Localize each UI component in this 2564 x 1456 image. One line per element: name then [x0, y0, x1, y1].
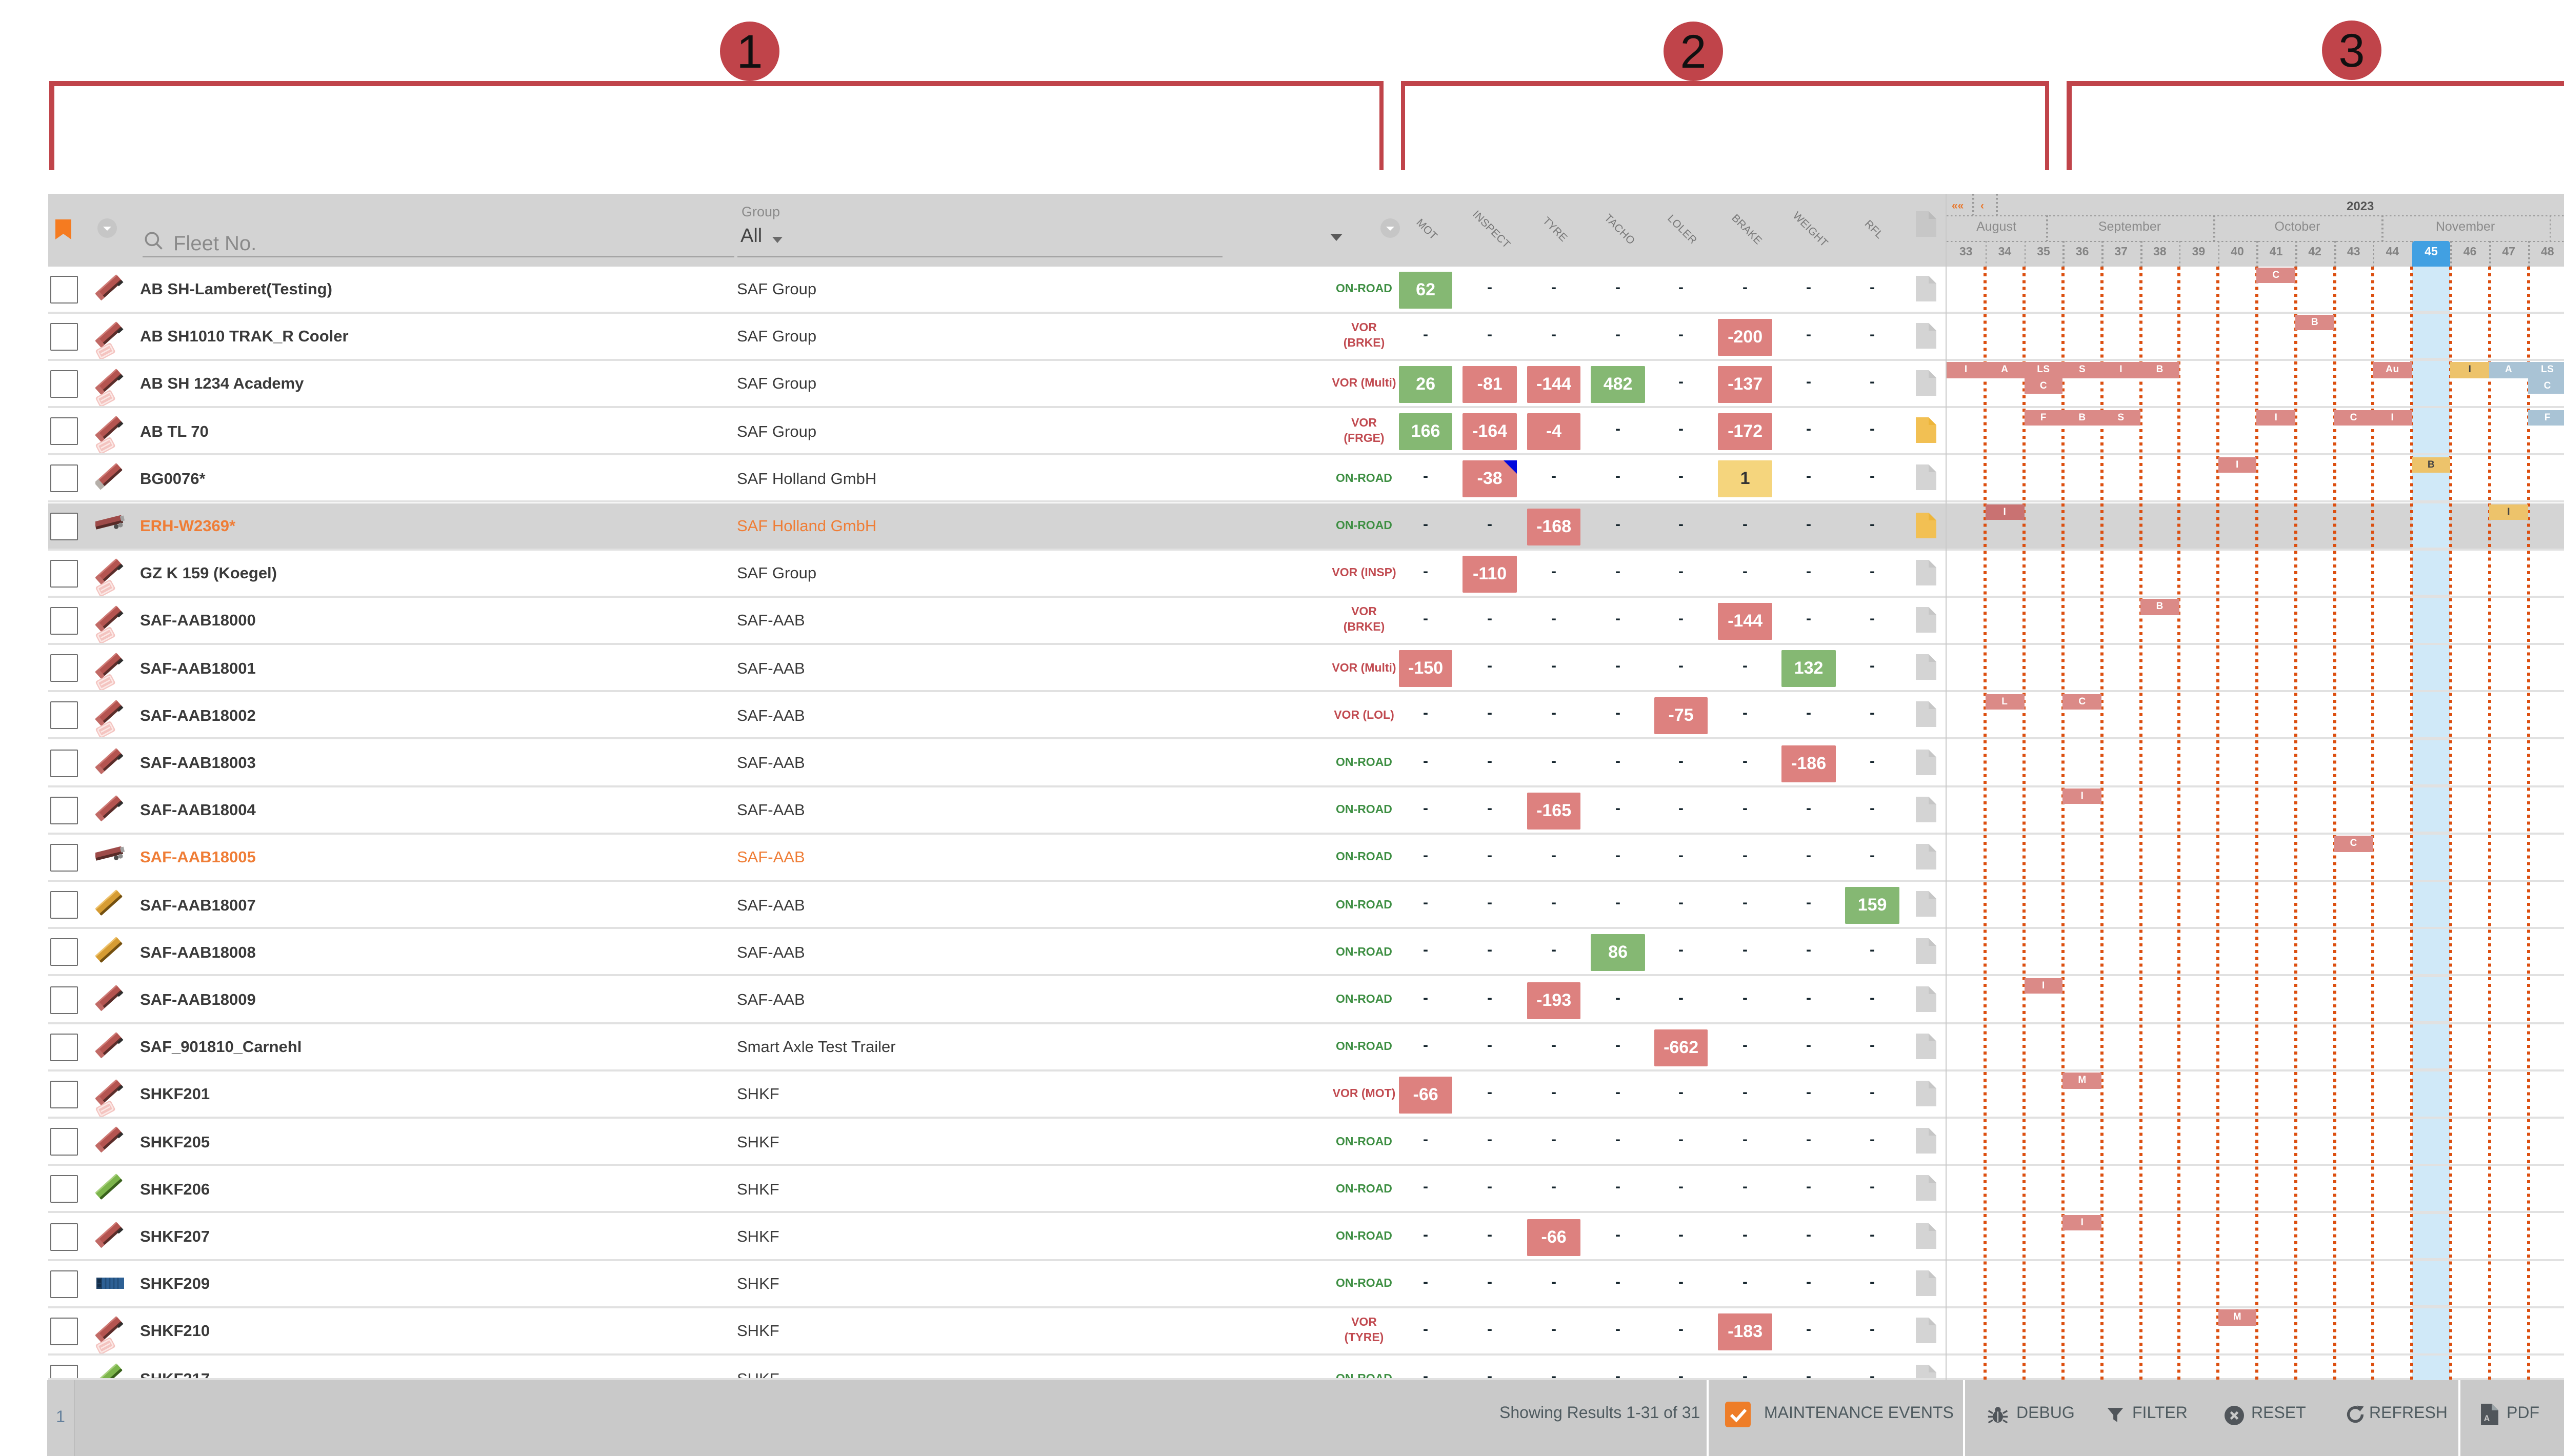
svg-text:A: A	[2484, 1414, 2490, 1423]
